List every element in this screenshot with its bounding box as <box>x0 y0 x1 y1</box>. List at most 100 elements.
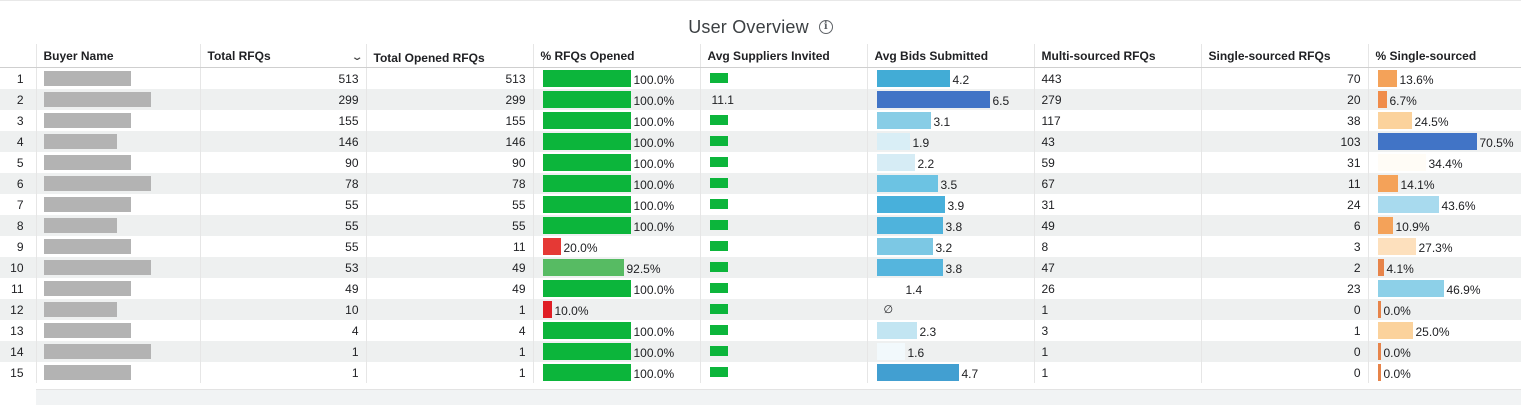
header-single-sourced-rfqs[interactable]: Single-sourced RFQs <box>1200 44 1368 68</box>
avg-suppliers-bar <box>709 262 728 272</box>
pct-single-sourced-value: 13.6% <box>1399 73 1434 87</box>
buyer-name-cell <box>35 194 200 215</box>
avg-bids-cell: 2.3 <box>866 320 1034 341</box>
single-sourced-cell: 1 <box>1200 320 1368 341</box>
pct-opened-cell: 100.0% <box>532 67 700 89</box>
table-footer-scrollbar[interactable] <box>36 389 1521 405</box>
buyer-name-cell <box>35 236 200 257</box>
total-opened-rfqs-cell: 55 <box>365 215 533 236</box>
redacted-buyer-name <box>43 71 131 87</box>
redacted-buyer-name <box>43 344 151 360</box>
pct-single-sourced-value: 25.0% <box>1415 325 1450 339</box>
multi-sourced-cell: 59 <box>1033 152 1201 173</box>
pct-single-sourced-cell: 0.0% <box>1367 341 1521 362</box>
pct-single-sourced-cell: 4.1% <box>1367 257 1521 278</box>
pct-single-sourced-value: 0.0% <box>1383 346 1411 360</box>
avg-bids-cell: 3.9 <box>866 194 1034 215</box>
pct-single-sourced-cell: 24.5% <box>1367 110 1521 131</box>
header-pct-single-sourced[interactable]: % Single-sourced <box>1367 44 1521 68</box>
pct-single-sourced-cell: 14.1% <box>1367 173 1521 194</box>
total-opened-rfqs-cell: 155 <box>365 110 533 131</box>
avg-suppliers-cell: 11.1 <box>699 89 867 110</box>
total-opened-rfqs-cell: 1 <box>365 362 533 383</box>
avg-suppliers-cell <box>699 131 867 152</box>
row-number: 14 <box>0 341 36 362</box>
pct-opened-value: 100.0% <box>633 178 675 192</box>
pct-single-sourced-cell: 70.5% <box>1367 131 1521 152</box>
total-rfqs-cell: 299 <box>199 89 366 110</box>
total-rfqs-cell: 55 <box>199 194 366 215</box>
multi-sourced-cell: 117 <box>1033 110 1201 131</box>
avg-bids-bar <box>876 112 931 129</box>
avg-bids-bar <box>876 364 959 381</box>
info-icon[interactable]: i <box>818 20 833 34</box>
table-row[interactable]: 7 55 55 100.0% 3.9 31 24 43.6% <box>0 194 1521 215</box>
table-row[interactable]: 12 10 1 10.0% ∅ 1 0 0.0% <box>0 299 1521 320</box>
table-row[interactable]: 11 49 49 100.0% 1.4 26 23 46.9% <box>0 278 1521 299</box>
header: User Overview i <box>0 14 1521 40</box>
row-number: 12 <box>0 299 36 320</box>
table-row[interactable]: 3 155 155 100.0% 3.1 117 38 24.5% <box>0 110 1521 131</box>
header-multi-sourced-rfqs[interactable]: Multi-sourced RFQs <box>1033 44 1201 68</box>
row-number: 15 <box>10 365 24 380</box>
header-total-rfqs[interactable]: Total RFQs ⌄ <box>199 44 366 68</box>
table-row[interactable]: 14 1 1 100.0% 1.6 1 0 0.0% <box>0 341 1521 362</box>
pct-single-sourced-cell: 0.0% <box>1367 362 1521 383</box>
table-row[interactable]: 1 513 513 100.0% 4.2 443 70 13.6% <box>0 67 1521 89</box>
avg-bids-value: 2.3 <box>919 325 937 339</box>
pct-opened-bar <box>542 322 631 339</box>
header-total-opened-rfqs[interactable]: Total Opened RFQs <box>365 44 533 68</box>
table-row[interactable]: 8 55 55 100.0% 3.8 49 6 10.9% <box>0 215 1521 236</box>
table-row[interactable]: 10 53 49 92.5% 3.8 47 2 4.1% <box>0 257 1521 278</box>
pct-single-sourced-value: 10.9% <box>1395 220 1430 234</box>
pct-opened-bar <box>542 175 631 192</box>
single-sourced-cell: 103 <box>1200 131 1368 152</box>
table-row[interactable]: 15 1 1 100.0% 4.7 1 0 0.0% <box>0 362 1521 383</box>
buyer-name-cell <box>35 341 200 362</box>
table-row[interactable]: 13 4 4 100.0% 2.3 3 1 25.0% <box>0 320 1521 341</box>
single-sourced-cell: 24 <box>1200 194 1368 215</box>
avg-bids-bar <box>876 154 915 171</box>
pct-opened-bar <box>542 280 631 297</box>
header-buyer-name[interactable]: Buyer Name <box>35 44 200 68</box>
buyer-name-cell <box>35 299 200 320</box>
header-avg-bids-submitted[interactable]: Avg Bids Submitted <box>866 44 1034 68</box>
single-sourced-cell: 38 <box>1200 110 1368 131</box>
avg-suppliers-cell <box>699 67 867 89</box>
buyer-name-cell <box>35 362 200 383</box>
pct-single-sourced-value: 4.1% <box>1386 262 1414 276</box>
total-rfqs-cell: 55 <box>199 236 366 257</box>
header-avg-suppliers-invited[interactable]: Avg Suppliers Invited <box>699 44 867 68</box>
avg-bids-bar <box>876 70 950 87</box>
pct-single-sourced-bar <box>1377 154 1426 171</box>
row-number: 8 <box>0 215 36 236</box>
redacted-buyer-name <box>43 155 131 171</box>
sort-descending-icon[interactable]: ⌄ <box>350 51 364 63</box>
avg-suppliers-bar <box>709 115 728 125</box>
pct-opened-bar <box>542 259 624 276</box>
multi-sourced-cell: 1 <box>1033 299 1201 320</box>
table-row[interactable]: 4 146 146 100.0% 1.9 43 103 70.5% <box>0 131 1521 152</box>
pct-single-sourced-bar <box>1377 301 1381 318</box>
buyer-name-cell <box>35 257 200 278</box>
table-body: 1 513 513 100.0% 4.2 443 70 13.6% 2 299 299 100.0% 1… <box>0 67 1521 383</box>
avg-suppliers-bar <box>709 136 728 146</box>
pct-opened-bar <box>542 133 631 150</box>
table-row[interactable]: 5 90 90 100.0% 2.2 59 31 34.4% <box>0 152 1521 173</box>
pct-opened-value: 100.0% <box>633 283 675 297</box>
single-sourced-cell: 6 <box>1200 215 1368 236</box>
avg-bids-cell: 1.9 <box>866 131 1034 152</box>
redacted-buyer-name <box>43 365 131 381</box>
pct-opened-cell: 10.0% <box>532 299 700 320</box>
table-row[interactable]: 9 55 11 20.0% 3.2 8 3 27.3% <box>0 236 1521 257</box>
table-row[interactable]: 6 78 78 100.0% 3.5 67 11 14.1% <box>0 173 1521 194</box>
table-row[interactable]: 2 299 299 100.0% 11.1 6.5 279 20 6.7% <box>0 89 1521 110</box>
single-sourced-cell: 11 <box>1200 173 1368 194</box>
multi-sourced-cell: 31 <box>1033 194 1201 215</box>
pct-opened-cell: 100.0% <box>532 341 700 362</box>
pct-opened-value: 100.0% <box>633 157 675 171</box>
header-pct-rfqs-opened[interactable]: % RFQs Opened <box>532 44 700 68</box>
avg-suppliers-cell <box>699 320 867 341</box>
buyer-name-cell <box>35 67 200 89</box>
total-opened-rfqs-cell: 1 <box>365 341 533 362</box>
